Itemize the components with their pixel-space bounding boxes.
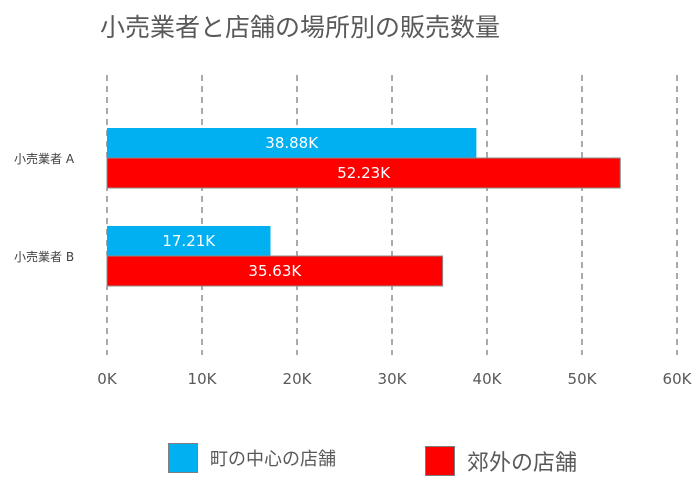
data-label: 52.23K [337,164,391,182]
x-tick-label: 10K [188,370,218,388]
data-label: 35.63K [248,262,302,280]
x-tick-label: 0K [97,370,118,388]
legend-label-suburban: 郊外の店舗 [467,451,578,476]
category-label: 小売業者 A [14,151,75,166]
x-tick-label: 50K [568,370,598,388]
data-label: 17.21K [162,232,216,250]
bar-chart: 38.88K 52.23K 17.21K 35.63K 小売業者 A 小売業者 B 0K… [14,75,693,388]
grid-lines [106,75,678,355]
x-tick-label: 40K [473,370,503,388]
legend-swatch-town-center [168,443,198,473]
bar [107,128,477,158]
legend-item-suburban: 郊外の店舗 [425,445,577,477]
chart-title: 小売業者と店舗の場所別の販売数量 [100,13,501,42]
bar [107,226,271,256]
x-tick-label: 20K [283,370,313,388]
legend-label-town-center: 町の中心の店舗 [210,449,336,470]
legend-swatch-suburban [425,446,455,476]
bar [106,157,621,189]
x-tick-labels: 0K 10K 20K 30K 40K 50K 60K [97,370,692,388]
data-label: 38.88K [265,134,319,152]
x-tick-label: 60K [663,370,693,388]
x-tick-label: 30K [378,370,408,388]
category-labels: 小売業者 A 小売業者 B [14,151,75,264]
bar [106,255,444,287]
legend-item-town-center: 町の中心の店舗 [168,443,336,473]
bars: 38.88K 52.23K 17.21K 35.63K [106,128,621,287]
category-label: 小売業者 B [14,249,74,264]
